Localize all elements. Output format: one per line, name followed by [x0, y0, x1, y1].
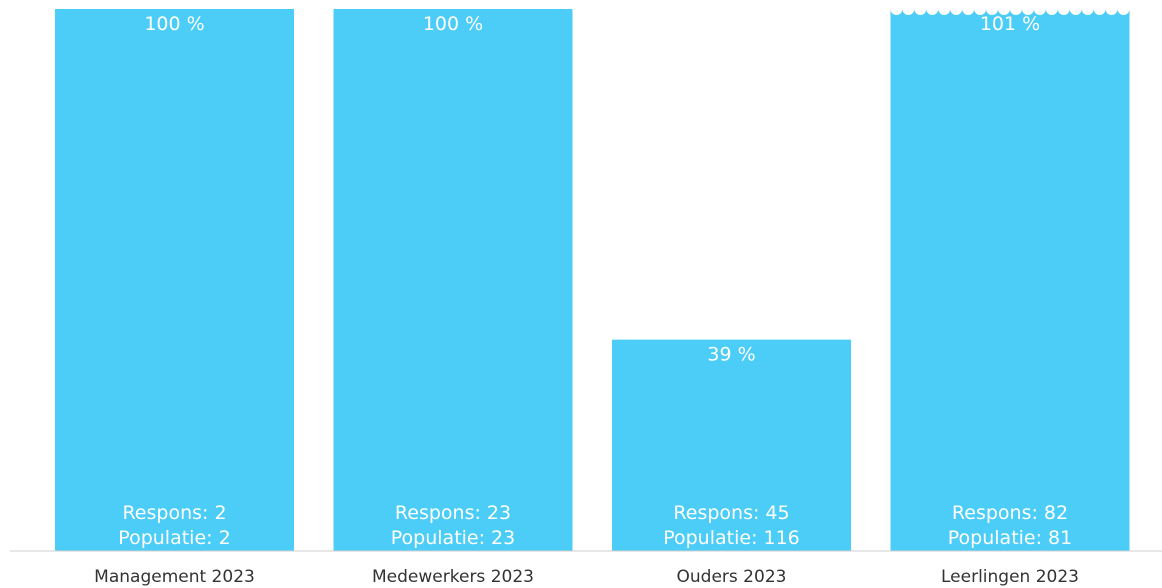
overflow-notch: [1105, 3, 1118, 15]
bar-3: [612, 339, 851, 551]
overflow-notch: [926, 3, 939, 15]
overflow-notch: [950, 3, 963, 15]
overflow-notch: [986, 3, 999, 15]
overflow-notch: [938, 3, 951, 15]
overflow-notch: [1045, 3, 1058, 15]
populatie-label: Populatie: 23: [391, 527, 515, 549]
bar-4: [890, 9, 1130, 551]
overflow-notch: [1117, 3, 1130, 15]
overflow-notch: [1021, 3, 1034, 15]
populatie-label: Populatie: 2: [118, 527, 230, 549]
respons-label: Respons: 45: [673, 502, 789, 524]
overflow-notch: [1081, 3, 1094, 15]
bars-group: [55, 3, 1130, 551]
overflow-notch: [890, 3, 903, 15]
overflow-notch: [1057, 3, 1070, 15]
respons-label: Respons: 82: [952, 502, 1068, 524]
category-label: Leerlingen 2023: [941, 567, 1079, 587]
value-label: 101 %: [980, 13, 1040, 35]
overflow-notch: [1093, 3, 1106, 15]
respons-label: Respons: 2: [122, 502, 226, 524]
populatie-label: Populatie: 116: [663, 527, 800, 549]
overflow-notch: [1069, 3, 1082, 15]
overflow-notch: [1010, 3, 1022, 15]
category-label: Ouders 2023: [677, 567, 787, 587]
overflow-notch: [998, 3, 1011, 15]
labels-group: 100 % Respons: 2 Populatie: 2 Management 20…: [94, 13, 1079, 587]
category-label: Medewerkers 2023: [372, 567, 534, 587]
category-label: Management 2023: [94, 567, 255, 587]
overflow-notch: [1033, 3, 1046, 15]
value-label: 39 %: [707, 344, 755, 366]
respons-label: Respons: 23: [395, 502, 511, 524]
value-label: 100 %: [144, 13, 204, 35]
bar-1: [55, 9, 294, 551]
overflow-notch: [974, 3, 987, 15]
value-label: 100 %: [423, 13, 483, 35]
overflow-notch: [902, 3, 915, 15]
overflow-notch: [962, 3, 975, 15]
overflow-notch: [914, 3, 927, 15]
populatie-label: Populatie: 81: [948, 527, 1072, 549]
bar-2: [333, 9, 573, 551]
